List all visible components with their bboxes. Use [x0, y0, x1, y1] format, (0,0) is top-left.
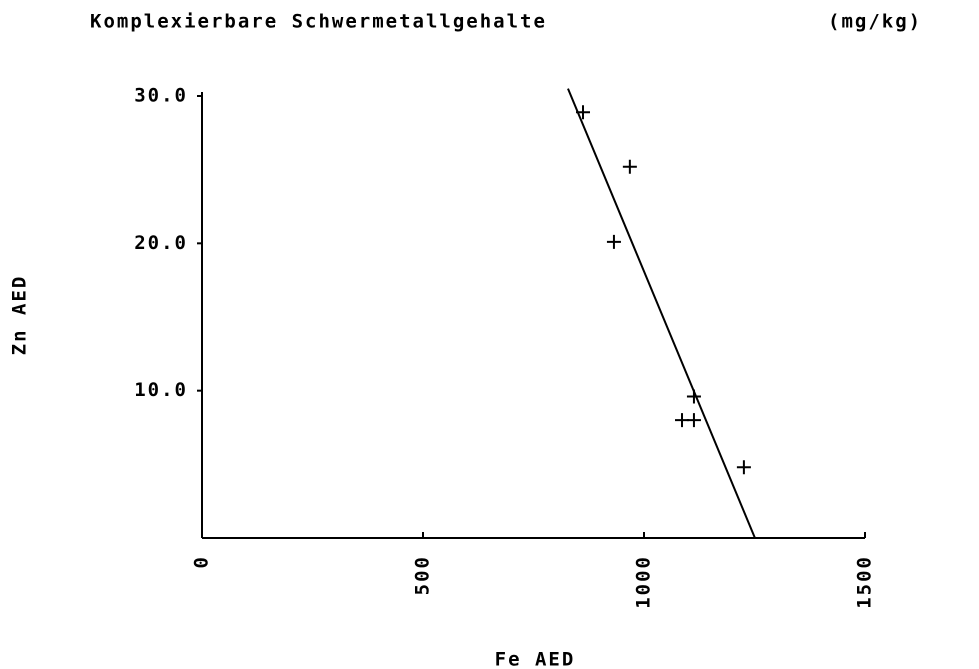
point — [606, 234, 621, 249]
y-tick-label: 10.0 — [134, 379, 188, 401]
point — [686, 413, 701, 428]
fit-line — [567, 88, 756, 539]
x-tick-label: 1500 — [854, 555, 876, 609]
point — [675, 413, 690, 428]
chart-title: Komplexierbare Schwermetallgehalte — [90, 11, 547, 33]
x-tick-label: 1000 — [633, 555, 655, 609]
point — [736, 460, 751, 475]
y-axis-label: Zn AED — [9, 275, 31, 356]
x-tick-label: 500 — [412, 555, 434, 595]
y-tick-label: 30.0 — [134, 85, 188, 107]
unit-label: (mg/kg) — [828, 11, 922, 33]
point — [622, 159, 637, 174]
y-tick-label: 20.0 — [134, 232, 188, 254]
x-tick-label: 0 — [191, 555, 213, 568]
x-axis-label: Fe AED — [495, 649, 576, 669]
